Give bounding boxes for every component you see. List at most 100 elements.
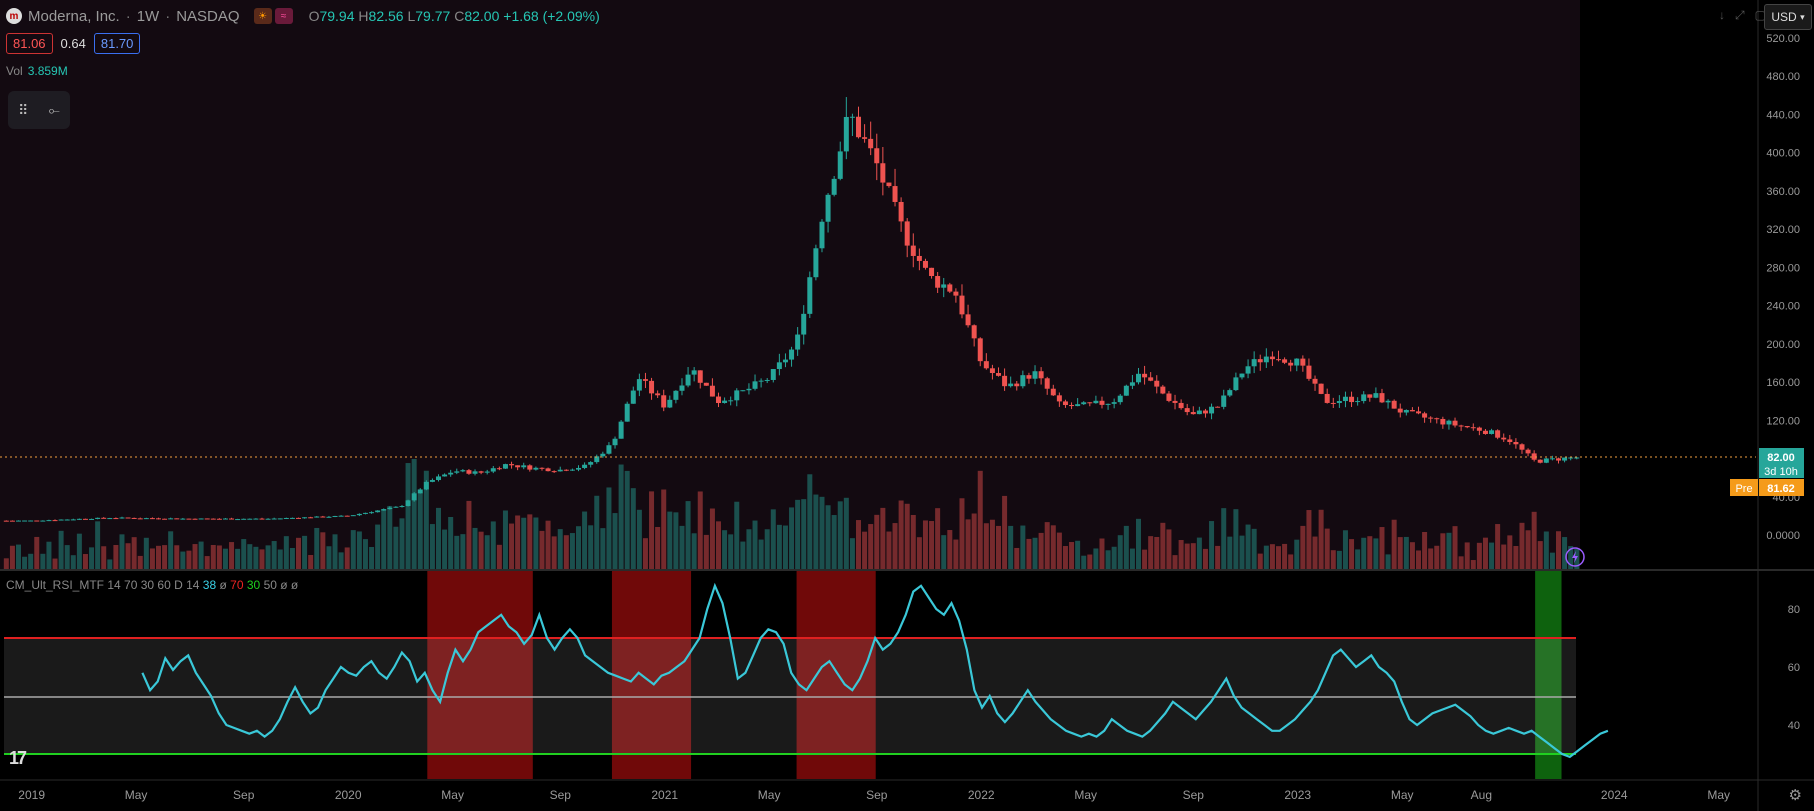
volume-bar (1452, 526, 1458, 569)
volume-bar (417, 492, 423, 569)
volume-bar (326, 546, 332, 569)
rsi-indicator-legend[interactable]: CM_Ult_RSI_MTF 14 70 30 60 D 14 38 ø 70 … (6, 578, 298, 592)
candle-body (1330, 402, 1336, 404)
candle-body (82, 518, 88, 520)
candle-body (1574, 457, 1580, 459)
candle-body (1507, 439, 1513, 443)
change-value: +1.68 (+2.09%) (503, 8, 600, 24)
volume-bar (405, 463, 411, 569)
candle-body (1233, 377, 1239, 391)
volume-bar (1288, 554, 1294, 569)
candle-body (381, 509, 387, 511)
candle-body (1190, 412, 1196, 415)
volume-bar (302, 535, 308, 569)
volume-bar (1446, 532, 1452, 569)
candle-body (204, 518, 210, 520)
data-delay-icon[interactable]: ≈ (274, 8, 293, 24)
candle-body (1336, 401, 1342, 404)
candle-body (369, 512, 375, 514)
volume-bar (1257, 553, 1263, 569)
buy-button[interactable]: 81.70 (93, 33, 141, 54)
currency-selector[interactable]: USD ▾ (1764, 4, 1812, 30)
lightning-icon[interactable] (1565, 547, 1585, 567)
candle-body (3, 520, 9, 522)
candle-body (1142, 373, 1148, 378)
volume-bar (1519, 522, 1525, 569)
sell-button[interactable]: 81.06 (6, 33, 53, 54)
volume-bar (1178, 540, 1184, 569)
candle-body (1355, 401, 1361, 403)
volume-bar (1026, 538, 1032, 569)
time-axis-tick-label: 2020 (335, 788, 362, 802)
candle-body (40, 520, 46, 522)
volume-bar (697, 491, 703, 569)
candle-body (892, 186, 898, 202)
volume-bar (1251, 528, 1257, 569)
candle-body (1093, 400, 1099, 404)
open-value: 79.94 (319, 8, 355, 24)
volume-bar (1318, 509, 1324, 569)
volume-bar (716, 521, 722, 569)
volume-bar (125, 543, 131, 569)
close-key: C (454, 8, 465, 24)
candle-body (716, 396, 722, 404)
interval-label[interactable]: 1W (136, 7, 160, 25)
volume-bar (618, 464, 624, 569)
volume-bar (1373, 538, 1379, 569)
volume-bar (308, 554, 314, 569)
volume-bar (509, 523, 515, 569)
price-axis-tick-label: 480.00 (1766, 71, 1800, 83)
candle-body (1391, 400, 1397, 409)
candle-body (332, 515, 338, 517)
time-axis-tick-label: Sep (866, 788, 888, 802)
candle-body (271, 518, 277, 520)
candle-body (1416, 411, 1422, 414)
volume-bar (1166, 529, 1172, 569)
market-status-icon[interactable]: ☀ (253, 8, 272, 24)
candle-body (782, 359, 788, 363)
candle-body (971, 325, 977, 339)
candle-body (1434, 418, 1440, 420)
volume-bar (490, 521, 496, 569)
volume-bar (344, 547, 350, 569)
candle-body (1239, 373, 1245, 378)
symbol-name[interactable]: Moderna, Inc. (28, 7, 120, 25)
drawing-toolbar[interactable]: ⠿ ⟜ (8, 91, 70, 129)
drag-handle-icon[interactable]: ⠿ (18, 101, 29, 118)
line-tool-icon[interactable]: ⟜ (48, 101, 60, 118)
volume-bar (289, 547, 295, 569)
volume-bar (776, 524, 782, 569)
maximize-icon[interactable]: ⤢ (1735, 8, 1745, 22)
volume-bar (1038, 532, 1044, 569)
candle-body (582, 464, 588, 468)
candle-body (180, 518, 186, 520)
volume-bar (40, 553, 46, 569)
volume-bar (1105, 550, 1111, 569)
volume-bar (959, 498, 965, 569)
candle-body (466, 470, 472, 474)
candle-body (642, 379, 648, 381)
candle-body (910, 245, 916, 256)
candle-body (1373, 393, 1379, 398)
volume-bar (271, 541, 277, 569)
restore-icon[interactable]: ▢ (1754, 8, 1766, 22)
volume-bar (1081, 555, 1087, 569)
candle-body (76, 518, 82, 520)
rsi-axis-ticks: 80 60 40 (1788, 604, 1800, 732)
tradingview-logo[interactable]: 17 (9, 748, 27, 768)
candle-body (156, 518, 162, 520)
candle-body (320, 516, 326, 518)
collapse-icon[interactable]: ↓ (1719, 8, 1726, 22)
candle-body (679, 385, 685, 391)
volume-bar (283, 536, 289, 569)
candle-body (289, 517, 295, 519)
volume-bar (82, 554, 88, 569)
candle-body (1349, 396, 1355, 403)
red-zone-highlight (427, 571, 533, 779)
volume-bar (204, 556, 210, 569)
gear-icon[interactable]: ⚙ (1788, 787, 1802, 804)
volume-bar (356, 531, 362, 569)
volume-bar (782, 525, 788, 569)
volume-bar (235, 548, 241, 569)
